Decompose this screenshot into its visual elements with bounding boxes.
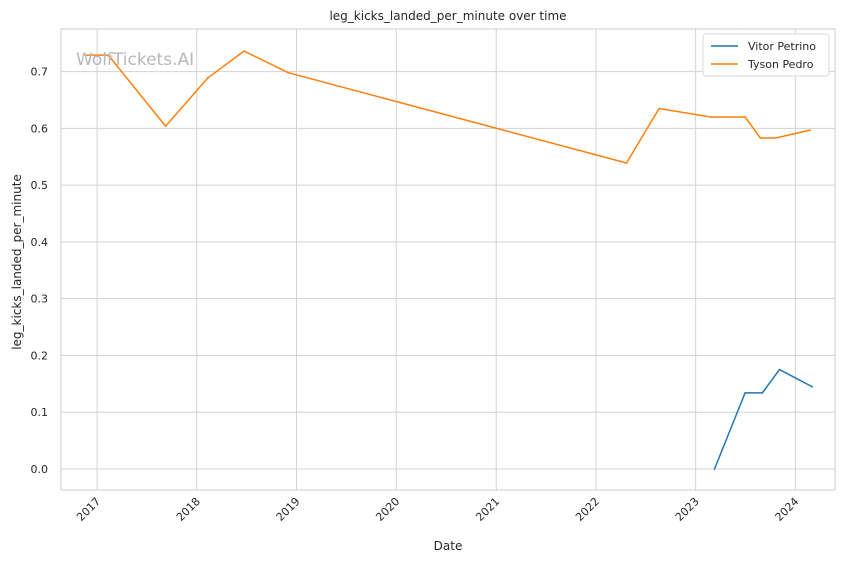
x-tick-label: 2019 (274, 495, 303, 524)
x-tick-label: 2018 (174, 495, 203, 524)
y-tick-label: 0.4 (31, 236, 49, 249)
series-lines (84, 50, 813, 470)
legend-label-tyson-pedro: Tyson Pedro (747, 58, 814, 71)
y-tick-label: 0.7 (31, 66, 49, 79)
y-tick-label: 0.1 (31, 406, 49, 419)
x-tick-label: 2020 (373, 495, 402, 524)
y-axis-ticks: 0.0 0.1 0.2 0.3 0.4 0.5 0.6 0.7 (31, 66, 49, 476)
y-axis-label: leg_kicks_landed_per_minute (10, 174, 24, 350)
data-point-tyson-pedro (744, 116, 746, 118)
data-point-tyson-pedro (759, 137, 762, 139)
data-point-tyson-pedro (287, 71, 290, 74)
chart-title: leg_kicks_landed_per_minute over time (329, 9, 566, 23)
x-tick-label: 2017 (74, 495, 103, 524)
legend-label-vitor-petrino: Vitor Petrino (748, 40, 816, 53)
watermark: WolfTickets.AI (76, 50, 194, 70)
data-point-vitor-petrino (811, 385, 813, 388)
data-point-vitor-petrino (713, 468, 716, 470)
y-tick-label: 0.6 (31, 122, 49, 135)
data-point-tyson-pedro (658, 107, 660, 110)
data-point-tyson-pedro (243, 50, 245, 52)
data-point-tyson-pedro (809, 129, 811, 131)
grid-lines (61, 29, 835, 490)
x-axis-label: Date (434, 539, 463, 553)
data-point-tyson-pedro (84, 54, 87, 56)
data-point-tyson-pedro (207, 77, 209, 79)
data-point-vitor-petrino (744, 392, 746, 394)
y-tick-label: 0.3 (31, 293, 49, 306)
data-point-tyson-pedro (107, 54, 110, 56)
y-tick-label: 0.5 (31, 179, 49, 192)
legend: Vitor Petrino Tyson Pedro (702, 33, 830, 77)
data-point-tyson-pedro (709, 116, 712, 118)
data-point-vitor-petrino (778, 368, 781, 371)
x-tick-label: 2021 (473, 495, 502, 524)
data-point-vitor-petrino (761, 392, 764, 394)
data-point-tyson-pedro (774, 137, 777, 139)
y-tick-label: 0.2 (31, 349, 49, 362)
legend-box (702, 33, 830, 77)
plot-area (60, 28, 836, 491)
data-point-tyson-pedro (164, 125, 167, 127)
data-point-tyson-pedro (625, 162, 628, 164)
x-tick-label: 2023 (673, 495, 702, 524)
x-tick-label: 2024 (773, 495, 802, 524)
y-tick-label: 0.0 (31, 463, 49, 476)
x-axis-ticks: 2017 2018 2019 2020 2021 2022 2023 2024 (74, 495, 801, 524)
x-tick-label: 2022 (573, 495, 602, 524)
